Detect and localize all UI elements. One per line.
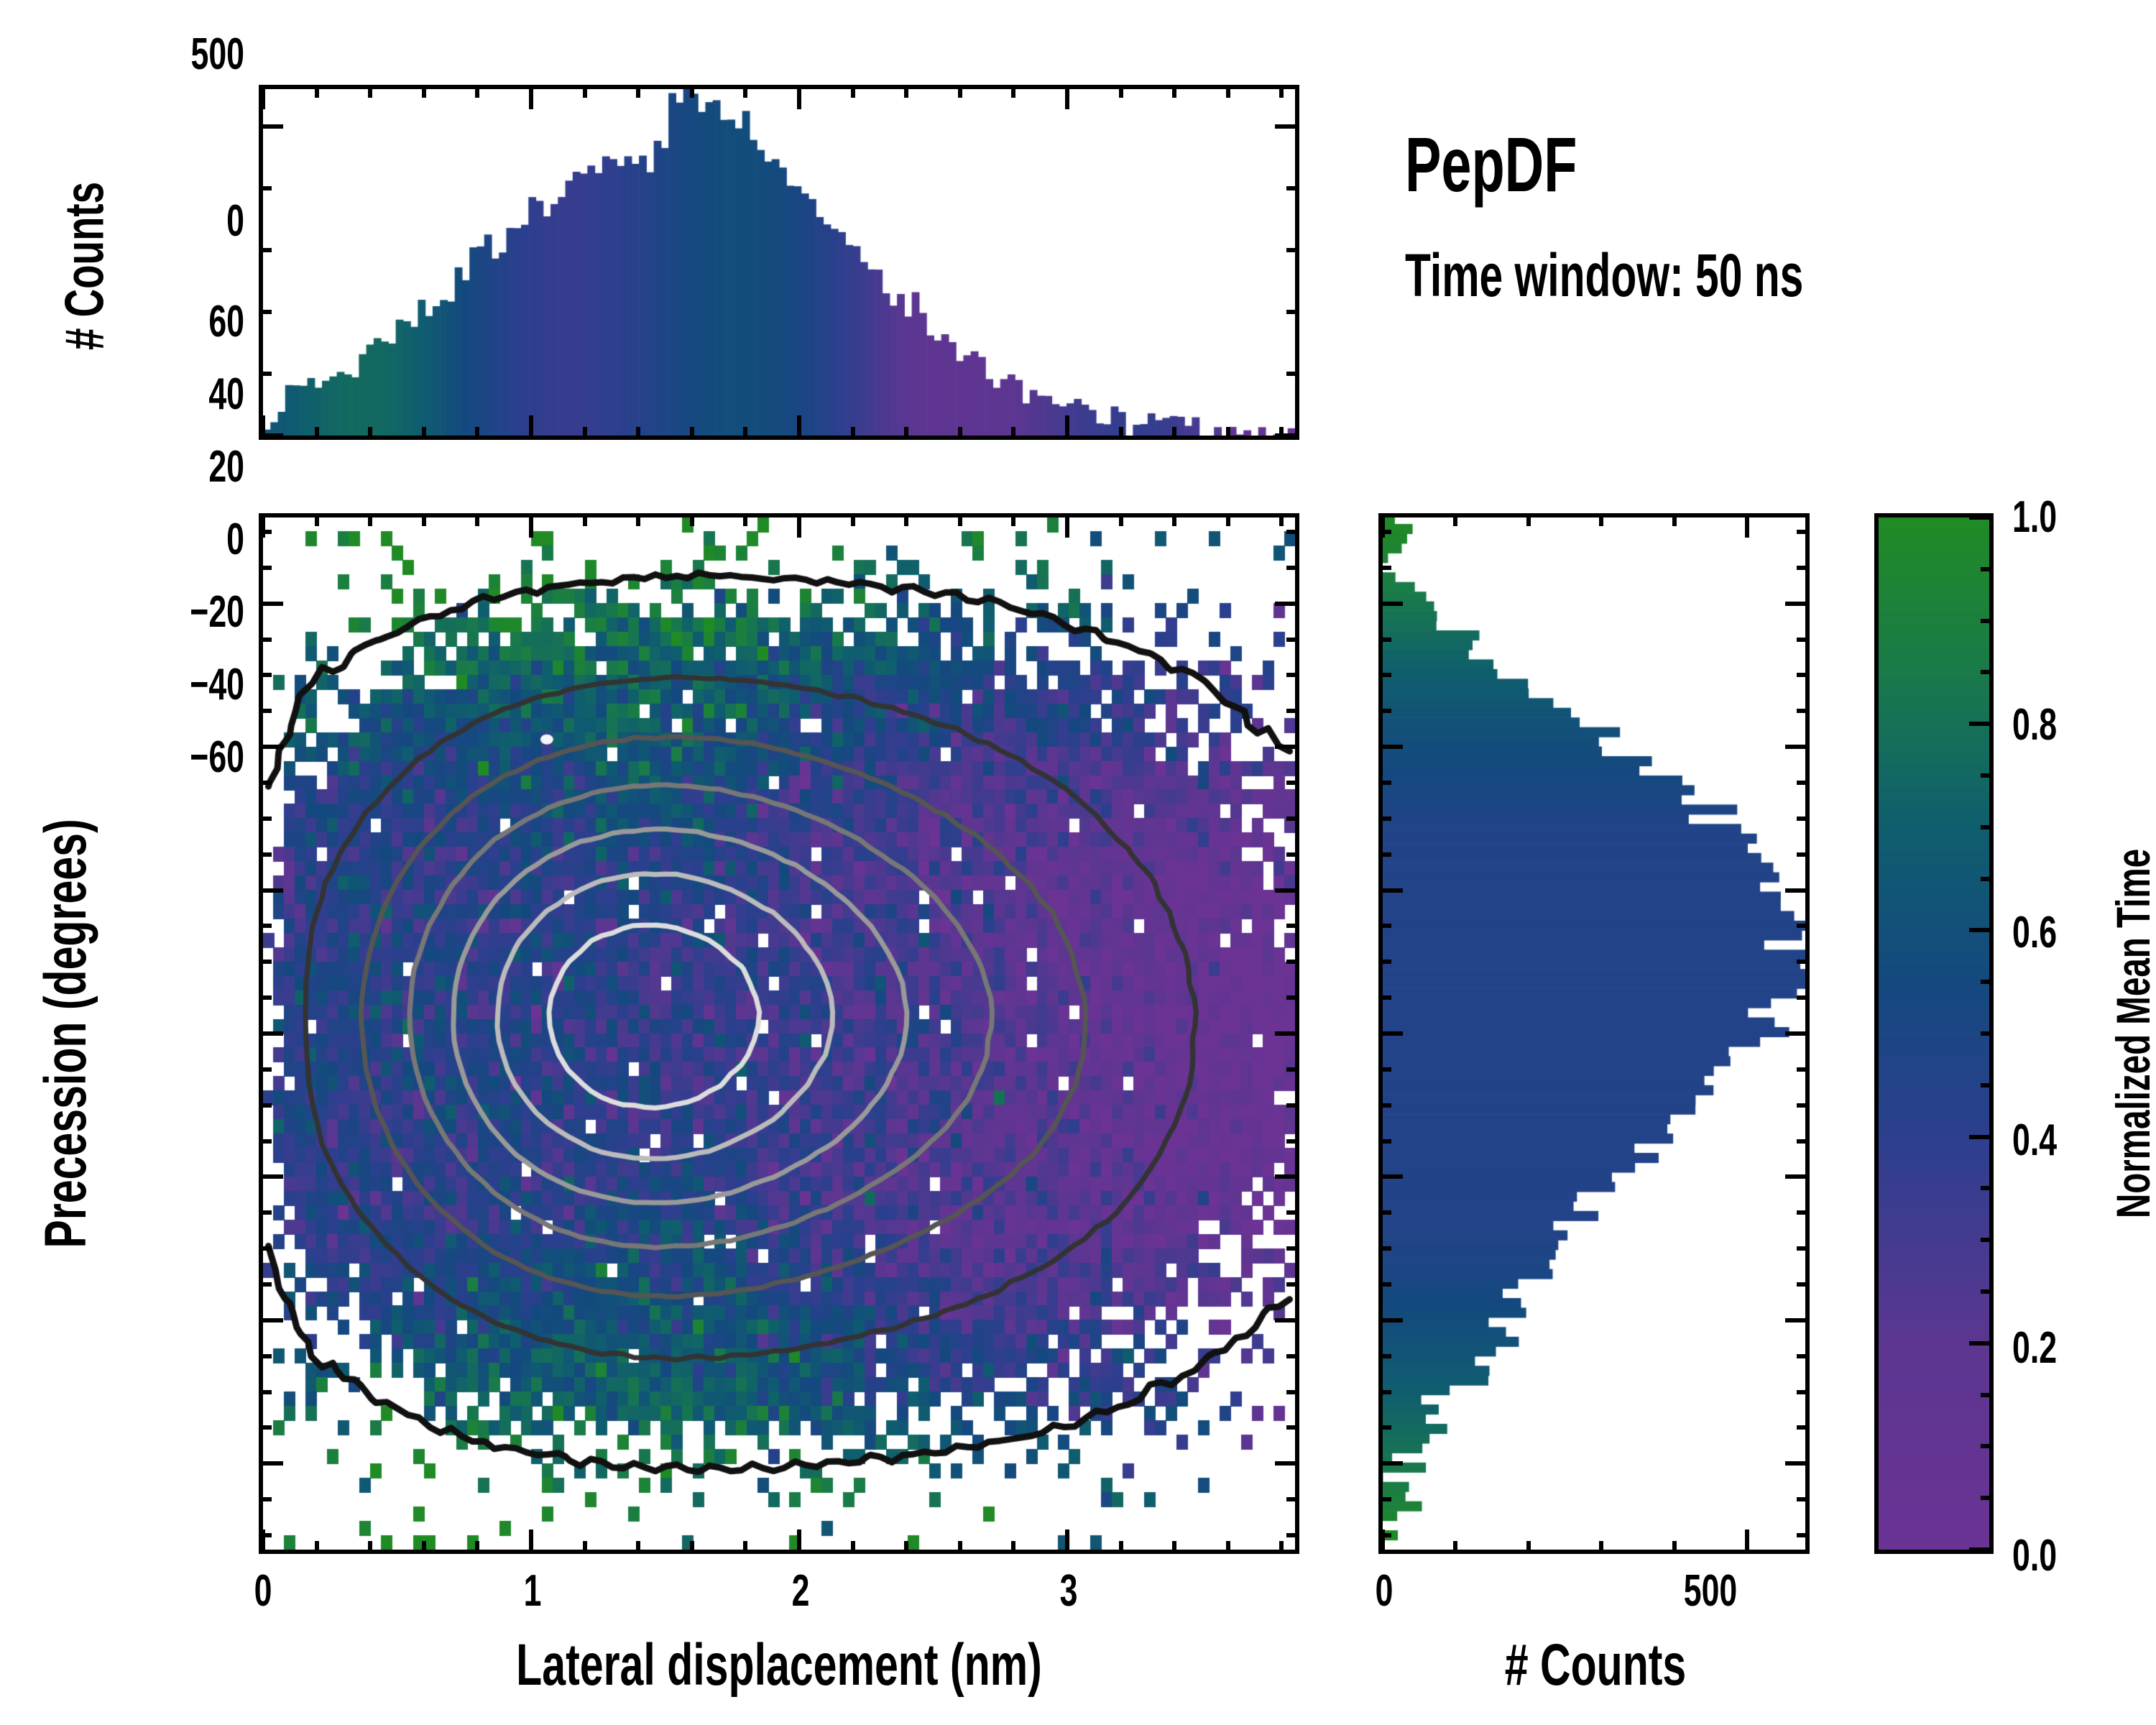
right-hist-xtick-500: 500 xyxy=(1683,1566,1738,1616)
colorbar-tick-1-0: 1.0 xyxy=(2012,492,2058,542)
page-title: PepDF xyxy=(1405,121,1577,208)
subtitle: Time window: 50 ns xyxy=(1405,242,1804,309)
right-hist-xtick-0: 0 xyxy=(1375,1566,1393,1616)
top-hist-ytick-500: 500 xyxy=(190,29,244,79)
colorbar-tick-0-8: 0.8 xyxy=(2012,700,2058,750)
main-heatmap-plot xyxy=(263,518,1295,1550)
colorbar-label: Normalized Mean Time xyxy=(2106,848,2156,1219)
main-xtick-1: 1 xyxy=(523,1566,542,1616)
main-xtick-3: 3 xyxy=(1059,1566,1078,1616)
colorbar-tick-0-4: 0.4 xyxy=(2012,1116,2058,1165)
colorbar-tick-0-0: 0.0 xyxy=(2012,1531,2058,1581)
main-xtick-2: 2 xyxy=(791,1566,810,1616)
top-hist-ylabel: # Counts xyxy=(54,181,116,351)
main-ytick-40: 40 xyxy=(208,369,244,419)
main-xlabel: Lateral displacement (nm) xyxy=(516,1632,1042,1698)
title-block: PepDF Time window: 50 ns xyxy=(1405,121,2052,309)
colorbar-tick-0-6: 0.6 xyxy=(2012,908,2058,957)
main-ytick-m20: −20 xyxy=(190,587,244,637)
main-ytick-20: 20 xyxy=(208,442,244,492)
right-hist-xlabel: # Counts xyxy=(1504,1632,1687,1698)
main-ytick-60: 60 xyxy=(208,297,244,346)
main-ylabel: Precession (degrees) xyxy=(33,819,98,1248)
top-hist-ytick-0: 0 xyxy=(226,196,244,246)
main-ytick-0: 0 xyxy=(226,515,244,564)
top-histogram-plot xyxy=(263,89,1295,436)
colorbar-gradient xyxy=(1879,518,1989,1550)
main-xtick-0: 0 xyxy=(254,1566,272,1616)
colorbar-tick-0-2: 0.2 xyxy=(2012,1323,2058,1373)
right-histogram-plot xyxy=(1383,518,1805,1550)
main-ytick-m60: −60 xyxy=(190,732,244,782)
main-ytick-m40: −40 xyxy=(190,660,244,709)
